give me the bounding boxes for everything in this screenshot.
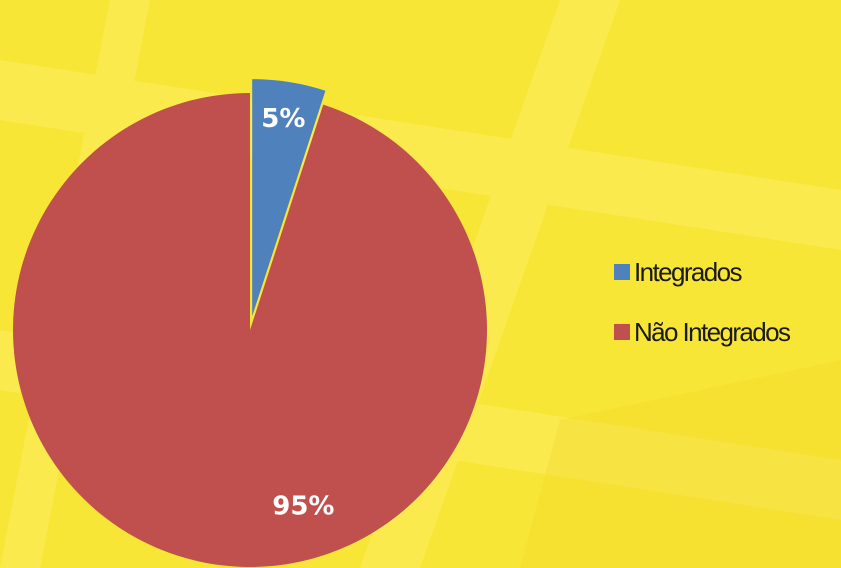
legend-label-integrados: Integrados — [634, 256, 742, 287]
pie-data-labels: 5% 95% — [261, 104, 334, 521]
legend-label-nao-integrados: Não Integrados — [634, 316, 791, 347]
pie-slice-integrados — [252, 79, 326, 317]
data-label-nao-integrados: 95% — [272, 491, 334, 521]
data-label-integrados: 5% — [261, 104, 305, 134]
legend-item-nao-integrados: Não Integrados — [614, 315, 791, 349]
legend: Integrados Não Integrados — [614, 255, 791, 375]
legend-item-integrados: Integrados — [614, 255, 789, 289]
pie-slice-nao-integrados — [12, 93, 487, 567]
pie-slices — [12, 79, 487, 567]
legend-swatch-nao-integrados — [614, 324, 630, 340]
legend-swatch-integrados — [614, 264, 630, 280]
